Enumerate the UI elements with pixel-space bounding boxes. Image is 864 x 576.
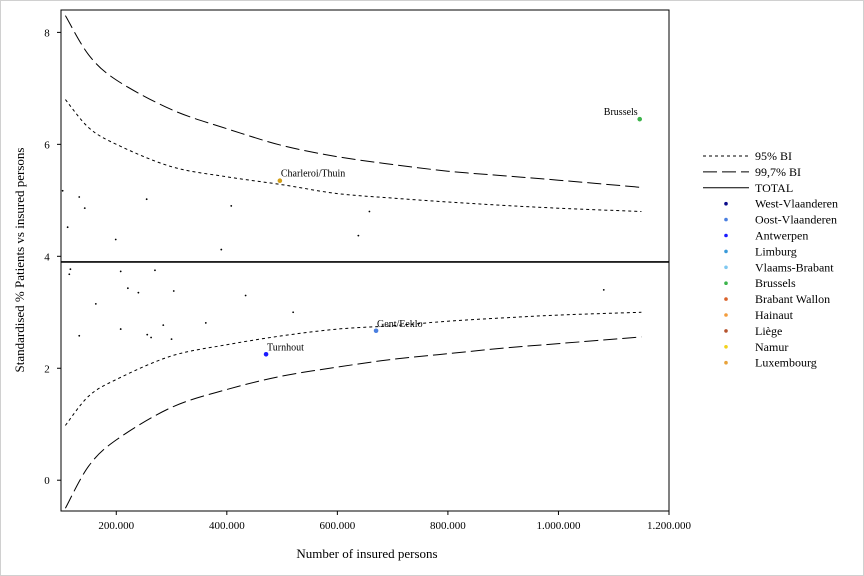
data-point [126,287,129,290]
legend-point-swatch [724,313,728,317]
y-axis: 0 2 4 6 8 [44,27,61,487]
x-axis: 200.000 400.000 600.000 800.000 1.000.000 1.2… [98,511,692,532]
legend-point-swatch [724,217,728,222]
data-points: Brussels Charleroi/Thuin Gent/Eeklo Turnhou… [61,107,643,357]
data-point [145,198,148,201]
point-label: Brussels [604,107,638,118]
band-0-upper-line [65,99,642,212]
legend-label: West-Vlaanderen [755,197,838,211]
data-point [292,311,295,314]
data-point-highlighted [277,178,283,184]
legend-point-swatch [724,329,728,333]
legend-label: Hainaut [755,308,794,322]
y-tick-label: 4 [44,251,50,263]
data-point [244,294,247,297]
x-tick-label: 1.000.000 [536,520,581,532]
legend-label: Namur [755,340,788,354]
x-tick-label: 200.000 [98,520,134,532]
data-point [220,248,223,251]
data-point [119,270,122,273]
x-axis-title: Number of insured persons [296,546,437,561]
data-point-highlighted [373,328,379,334]
y-tick-label: 0 [44,475,50,487]
data-point [94,302,97,305]
legend-label: TOTAL [755,181,793,195]
x-tick-label: 400.000 [209,520,245,532]
data-point [172,290,175,292]
data-point [170,338,173,341]
legend-label: 99,7% BI [755,165,801,179]
data-point [69,268,72,271]
legend-label: Liège [755,324,782,338]
data-point [357,234,360,237]
x-tick-label: 600.000 [319,520,355,532]
legend-label: Luxembourg [755,356,817,370]
legend-point-swatch [724,281,728,286]
band-1-lower-line [64,336,642,509]
data-point [83,207,86,210]
legend-point-swatch [724,201,728,206]
data-point [66,226,69,229]
data-point [162,324,165,327]
data-point [137,291,140,294]
legend-point-swatch [724,345,728,349]
confidence-bands [64,15,642,509]
data-point [602,288,605,291]
data-point [204,322,207,324]
data-point [150,336,152,339]
band-0-lower-line [65,311,642,426]
data-point [146,333,149,336]
data-point [78,334,81,337]
legend-point-swatch [724,297,728,301]
data-point [68,273,71,276]
data-point [154,269,156,272]
legend-point-swatch [724,249,728,254]
y-axis-title: Standardised % Patients vs insured perso… [12,148,27,373]
band-1-upper-line [64,15,642,188]
legend-label: 95% BI [755,149,792,163]
x-tick-label: 1.200.000 [647,520,692,532]
point-label: Turnhout [267,342,304,353]
legend-label: Brussels [755,276,796,290]
data-point [368,210,371,213]
legend-label: Antwerpen [755,229,808,243]
point-label: Gent/Eeklo [377,319,423,330]
plot-area [60,9,670,512]
y-tick-label: 2 [44,363,50,375]
data-point-highlighted [263,351,269,357]
legend-label: Limburg [755,244,797,258]
legend: 95% BI 99,7% BI TOTAL West-Vlaanderen Oost-V… [703,149,838,370]
data-point [61,189,64,192]
y-tick-label: 8 [44,27,50,39]
legend-point-swatch [724,265,728,270]
data-point [114,238,117,241]
data-point-highlighted [637,116,643,122]
x-tick-label: 800.000 [430,520,466,532]
data-point [230,205,233,207]
legend-point-swatch [724,360,728,365]
point-label: Charleroi/Thuin [281,169,345,180]
legend-label: Oost-Vlaanderen [755,213,837,227]
data-point [119,328,122,330]
y-tick-label: 6 [44,139,50,151]
data-point [78,196,81,198]
legend-label: Vlaams-Brabant [755,260,834,274]
legend-label: Brabant Wallon [755,292,830,306]
legend-point-swatch [724,233,728,238]
